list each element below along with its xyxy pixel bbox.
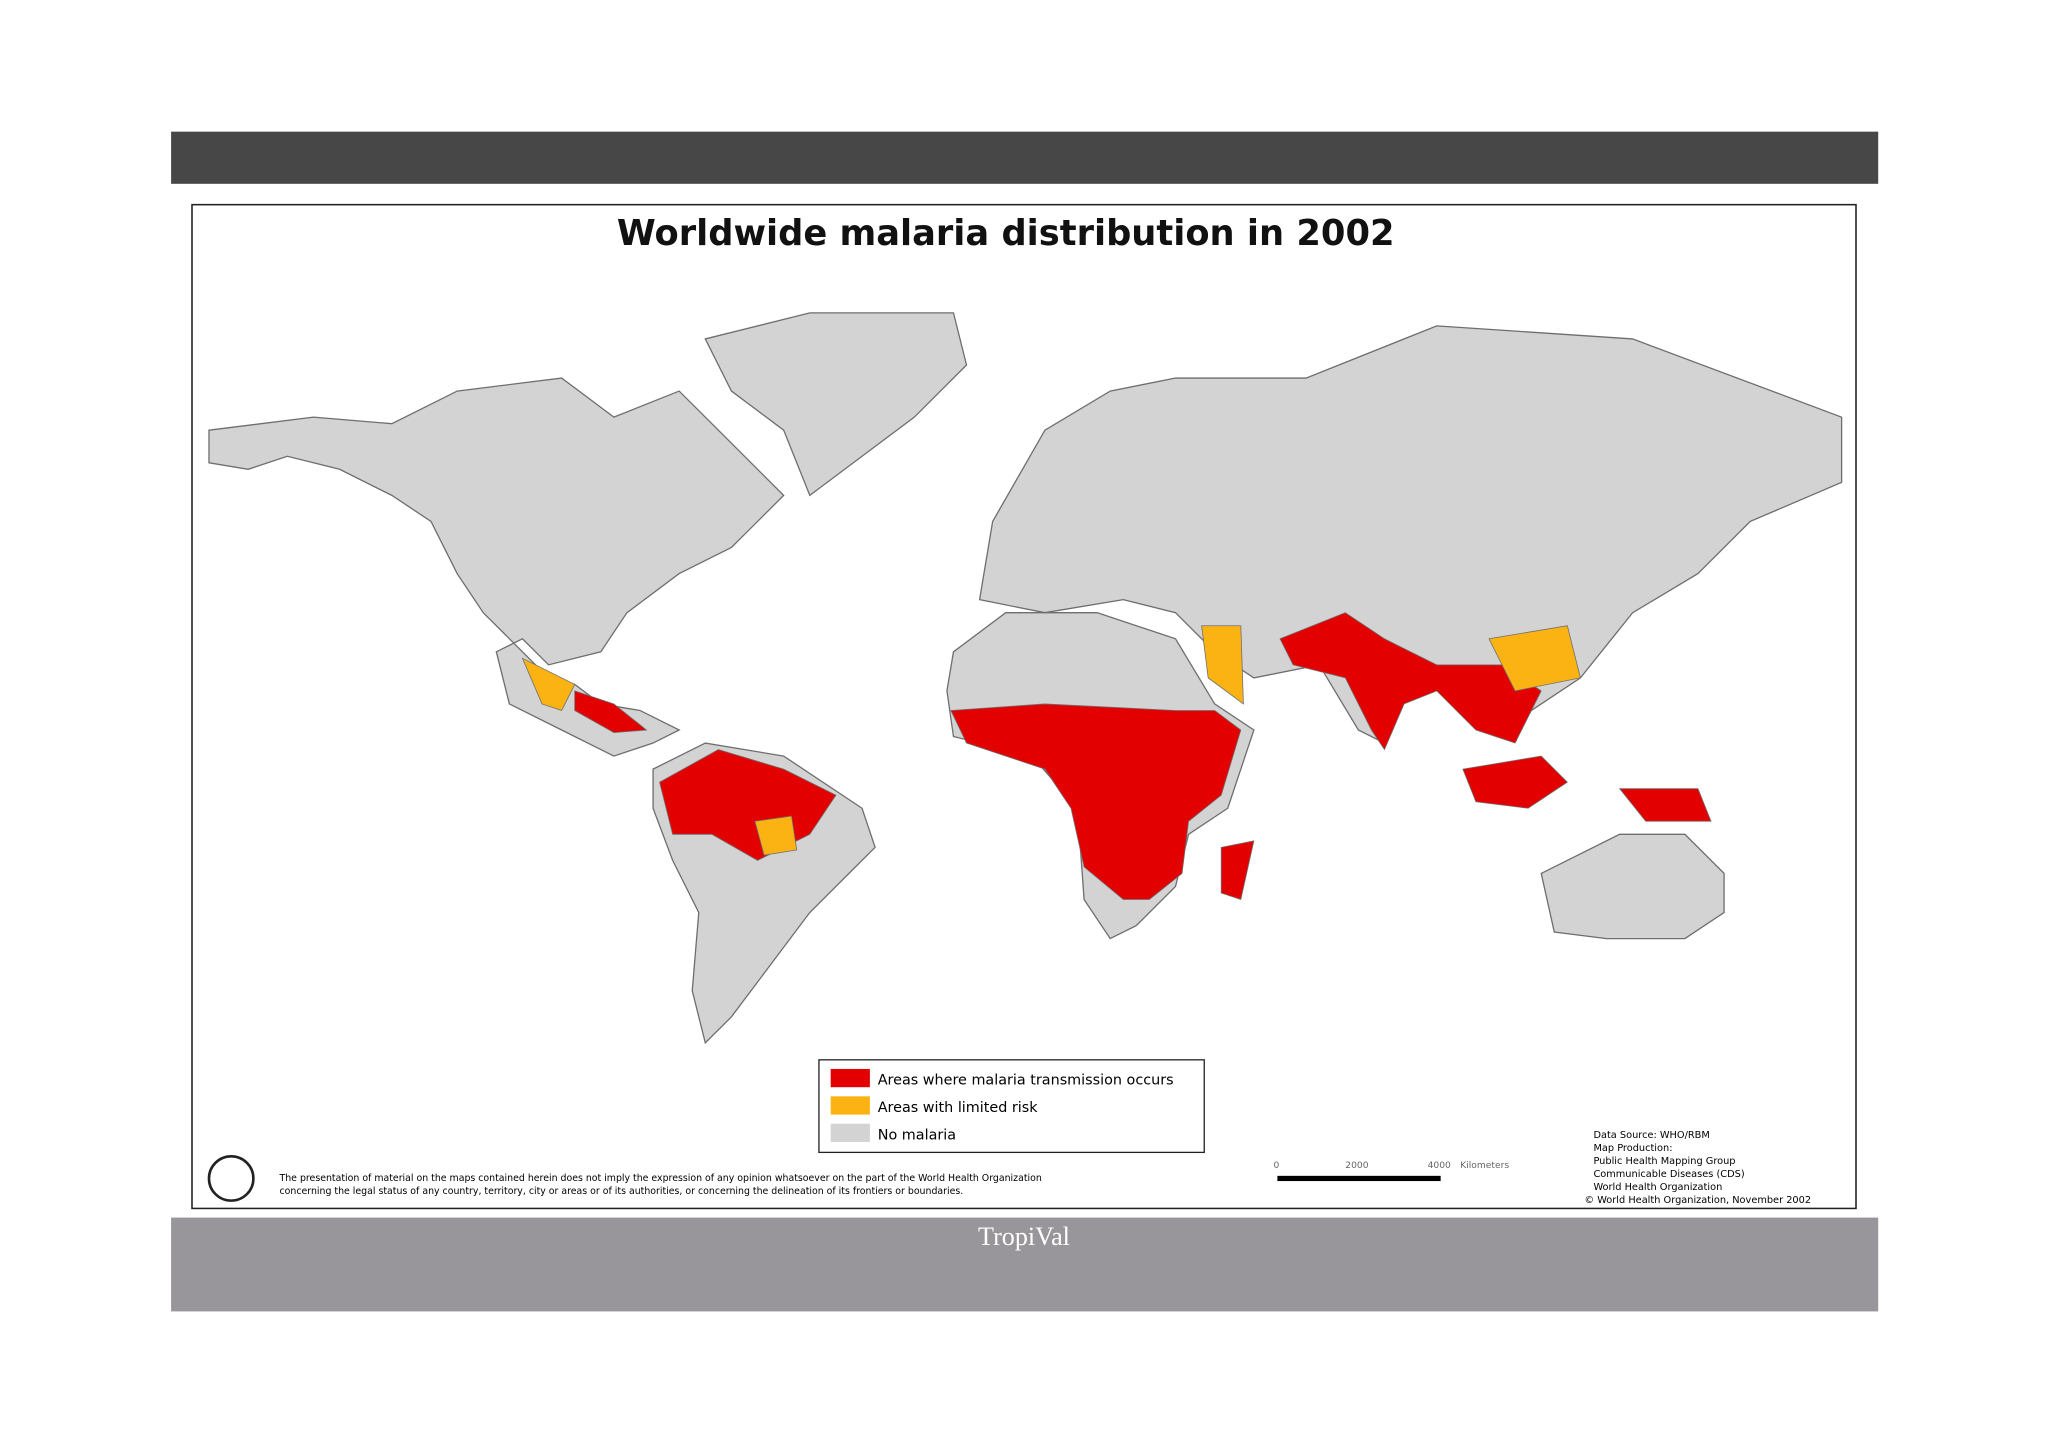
scale-label: 4000 xyxy=(1428,1161,1451,1171)
scale-label: 2000 xyxy=(1345,1161,1368,1171)
map-title: Worldwide malaria distribution in 2002 xyxy=(617,213,1395,254)
madagascar xyxy=(1220,840,1255,900)
scale-label: Kilometers xyxy=(1460,1161,1509,1171)
central-america-malaria xyxy=(574,690,648,734)
world-map xyxy=(208,312,1843,1045)
legend-label: No malaria xyxy=(878,1127,956,1143)
credit-line: Map Production: xyxy=(1593,1143,1672,1154)
legend-swatch xyxy=(830,1096,870,1115)
brazil-limited xyxy=(754,815,798,856)
greenland xyxy=(704,312,968,497)
middle-east-limited xyxy=(1201,625,1244,705)
australia xyxy=(1540,833,1725,940)
png-malaria xyxy=(1618,788,1712,822)
legend-box xyxy=(818,1059,1205,1154)
credit-line: Communicable Diseases (CDS) xyxy=(1593,1169,1744,1180)
credit-line: © World Health Organization, November 20… xyxy=(1584,1195,1811,1206)
credits: Data Source: WHO/RBM Map Production: Pub… xyxy=(1584,1130,1811,1206)
scale-bar xyxy=(1277,1175,1441,1182)
header-bar xyxy=(171,131,1879,184)
china-limited xyxy=(1488,625,1581,692)
central-america-limited xyxy=(521,657,576,711)
legend-swatch xyxy=(830,1068,870,1088)
who-emblem xyxy=(207,1154,255,1202)
africa-malaria xyxy=(950,703,1242,900)
legend: Areas where malaria transmission occurs … xyxy=(818,1059,1205,1154)
south-asia-malaria xyxy=(1279,612,1542,751)
footer-text: TropiVal xyxy=(978,1222,1070,1251)
credit-line: Public Health Mapping Group xyxy=(1593,1156,1735,1167)
north-america xyxy=(208,377,785,757)
credit-line: Data Source: WHO/RBM xyxy=(1593,1130,1709,1141)
legend-swatch xyxy=(830,1123,870,1142)
footer-bar xyxy=(171,1217,1879,1312)
legend-label: Areas with limited risk xyxy=(878,1100,1039,1116)
disclaimer: concerning the legal status of any count… xyxy=(280,1186,964,1197)
scale-label: 0 xyxy=(1273,1161,1279,1171)
credit-line: World Health Organization xyxy=(1593,1182,1722,1193)
disclaimer: The presentation of material on the maps… xyxy=(279,1173,1042,1184)
indonesia-malaria xyxy=(1462,755,1568,809)
legend-label: Areas where malaria transmission occurs xyxy=(878,1073,1174,1089)
